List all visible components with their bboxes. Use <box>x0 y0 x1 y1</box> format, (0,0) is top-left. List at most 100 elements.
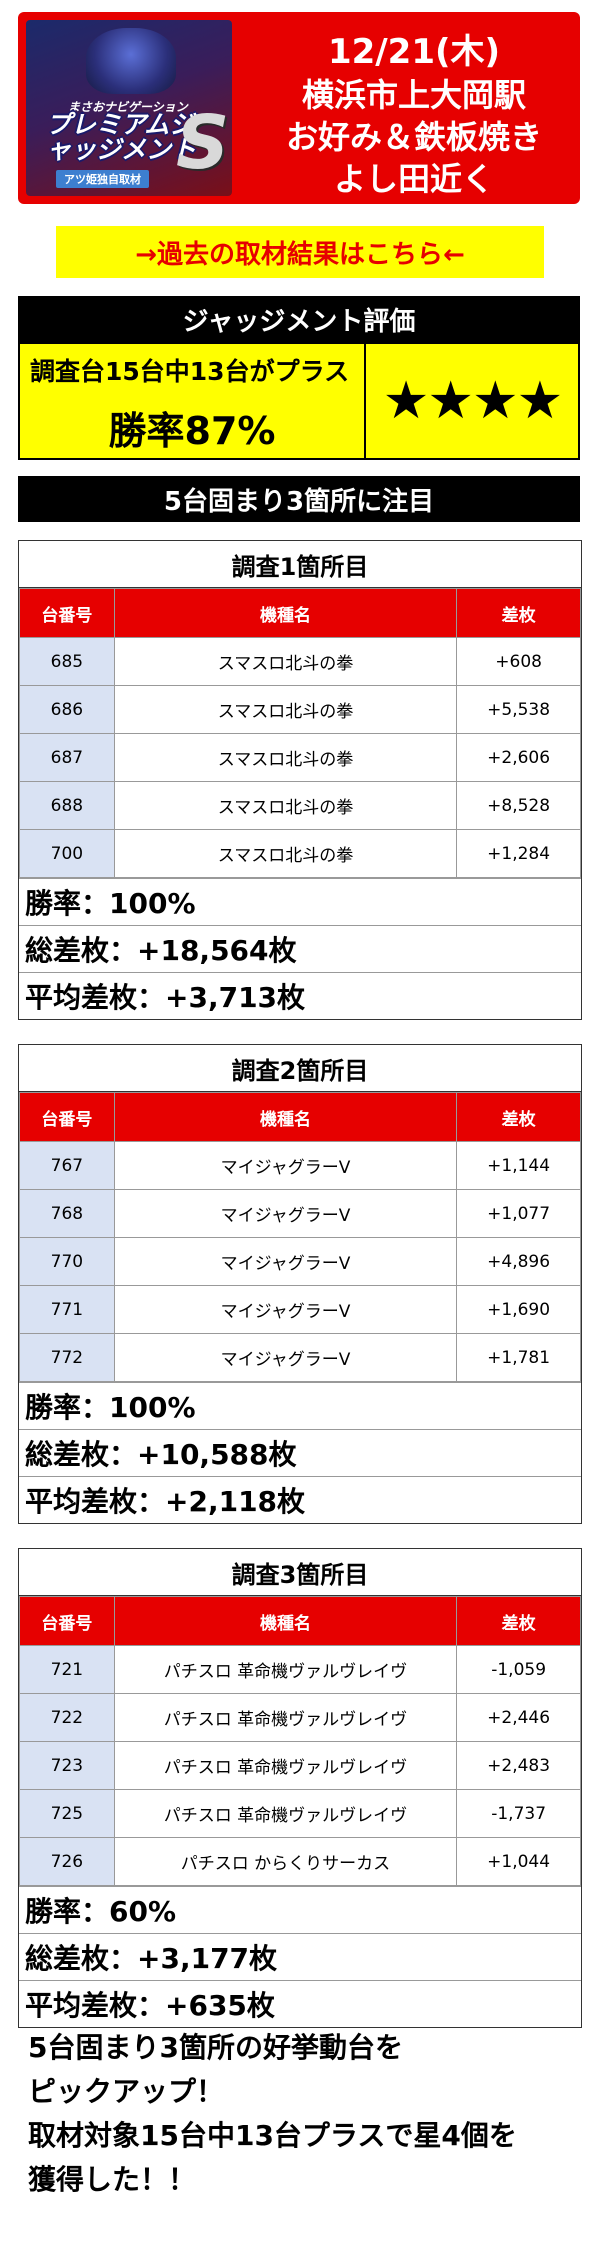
table-row: 722 パチスロ 革命機ヴァルヴレイヴ +2,446 <box>19 1693 581 1742</box>
table-row: 726 パチスロ からくりサーカス +1,044 <box>19 1837 581 1886</box>
machine-model: パチスロ からくりサーカス <box>113 1837 458 1886</box>
table-row: 723 パチスロ 革命機ヴァルヴレイヴ +2,483 <box>19 1741 581 1790</box>
machine-table: 台番号 機種名 差枚 721 パチスロ 革命機ヴァルヴレイヴ -1,059 72… <box>19 1596 581 1886</box>
header-location-line-3: よし田近く <box>333 160 494 198</box>
section-win-rate: 勝率：100% <box>19 1382 581 1429</box>
header-machine-no: 台番号 <box>19 1596 115 1646</box>
machine-no: 723 <box>19 1741 115 1790</box>
table-header-row: 台番号 機種名 差枚 <box>19 1092 581 1142</box>
premium-judgement-logo: まさおナビゲーション プレミアムジャッジメント S アツ姫独自取材 <box>26 20 232 196</box>
focus-title: 5台固まり3箇所に注目 <box>18 476 580 522</box>
machine-no: 725 <box>19 1789 115 1838</box>
table-row: 770 マイジャグラーV +4,896 <box>19 1237 581 1286</box>
judgement-box: 調査台15台中13台がプラス 勝率87% ★★★★ <box>18 342 580 460</box>
section-total-diff: 総差枚：+18,564枚 <box>19 925 581 972</box>
header-model: 機種名 <box>113 1596 458 1646</box>
star-rating-icon: ★★★★ <box>382 371 563 431</box>
machine-no: 767 <box>19 1141 115 1190</box>
section-total-diff: 総差枚：+10,588枚 <box>19 1429 581 1476</box>
machine-no: 688 <box>19 781 115 830</box>
machine-no: 685 <box>19 637 115 686</box>
survey-section-1: 調査1箇所目 台番号 機種名 差枚 685 スマスロ北斗の拳 +608 686 … <box>18 540 582 1020</box>
table-row: 700 スマスロ北斗の拳 +1,284 <box>19 829 581 878</box>
machine-diff: +2,483 <box>456 1741 581 1790</box>
machine-no: 722 <box>19 1693 115 1742</box>
machine-diff: +5,538 <box>456 685 581 734</box>
table-row: 767 マイジャグラーV +1,144 <box>19 1141 581 1190</box>
table-row: 688 スマスロ北斗の拳 +8,528 <box>19 781 581 830</box>
table-row: 725 パチスロ 革命機ヴァルヴレイヴ -1,737 <box>19 1789 581 1838</box>
section-win-rate: 勝率：100% <box>19 878 581 925</box>
judgement-summary-cell: 調査台15台中13台がプラス 勝率87% <box>20 344 366 458</box>
header-location-line-2: お好み＆鉄板焼き <box>285 118 542 156</box>
survey-section-3: 調査3箇所目 台番号 機種名 差枚 721 パチスロ 革命機ヴァルヴレイヴ -1… <box>18 1548 582 2028</box>
machine-diff: +1,690 <box>456 1285 581 1334</box>
table-header-row: 台番号 機種名 差枚 <box>19 1596 581 1646</box>
machine-diff: +1,284 <box>456 829 581 878</box>
machine-no: 687 <box>19 733 115 782</box>
machine-model: スマスロ北斗の拳 <box>113 637 458 686</box>
summary-note-line-4: 獲得した！！ <box>28 2163 197 2196</box>
machine-no: 721 <box>19 1645 115 1694</box>
machine-diff: +1,781 <box>456 1333 581 1382</box>
table-row: 687 スマスロ北斗の拳 +2,606 <box>19 733 581 782</box>
section-average-diff: 平均差枚：+3,713枚 <box>19 972 581 1019</box>
table-row: 686 スマスロ北斗の拳 +5,538 <box>19 685 581 734</box>
machine-model: スマスロ北斗の拳 <box>113 829 458 878</box>
logo-main-text: プレミアムジャッジメント <box>46 110 197 164</box>
summary-note: 5台固まり3箇所の好挙動台を ピックアップ！ 取材対象15台中13台プラスで星4… <box>28 2026 588 2202</box>
logo-top-text: まさおナビゲーション <box>68 100 188 114</box>
header-info: 12/21(木) 横浜市上大岡駅 お好み＆鉄板焼き よし田近く <box>248 30 580 200</box>
machine-no: 768 <box>19 1189 115 1238</box>
machine-model: スマスロ北斗の拳 <box>113 685 458 734</box>
section-average-diff: 平均差枚：+635枚 <box>19 1980 581 2027</box>
section-title: 調査3箇所目 <box>19 1549 581 1596</box>
machine-model: マイジャグラーV <box>113 1333 458 1382</box>
judgement-win-rate: 勝率87% <box>108 409 276 453</box>
machine-diff: +2,446 <box>456 1693 581 1742</box>
table-row: 771 マイジャグラーV +1,690 <box>19 1285 581 1334</box>
mascot-emblem-icon <box>86 28 176 94</box>
machine-diff: +8,528 <box>456 781 581 830</box>
judgement-summary: 調査台15台中13台がプラス <box>30 357 350 386</box>
machine-model: パチスロ 革命機ヴァルヴレイヴ <box>113 1645 458 1694</box>
machine-diff: +1,044 <box>456 1837 581 1886</box>
header-banner: まさおナビゲーション プレミアムジャッジメント S アツ姫独自取材 12/21(… <box>18 12 580 204</box>
section-title: 調査1箇所目 <box>19 541 581 588</box>
machine-no: 771 <box>19 1285 115 1334</box>
machine-model: パチスロ 革命機ヴァルヴレイヴ <box>113 1741 458 1790</box>
header-model: 機種名 <box>113 1092 458 1142</box>
survey-section-2: 調査2箇所目 台番号 機種名 差枚 767 マイジャグラーV +1,144 76… <box>18 1044 582 1524</box>
machine-diff: -1,737 <box>456 1789 581 1838</box>
machine-no: 770 <box>19 1237 115 1286</box>
machine-table: 台番号 機種名 差枚 767 マイジャグラーV +1,144 768 マイジャグ… <box>19 1092 581 1382</box>
machine-no: 772 <box>19 1333 115 1382</box>
table-row: 721 パチスロ 革命機ヴァルヴレイヴ -1,059 <box>19 1645 581 1694</box>
table-row: 685 スマスロ北斗の拳 +608 <box>19 637 581 686</box>
machine-no: 700 <box>19 829 115 878</box>
machine-model: スマスロ北斗の拳 <box>113 733 458 782</box>
table-header-row: 台番号 機種名 差枚 <box>19 588 581 638</box>
machine-diff: +608 <box>456 637 581 686</box>
past-results-link[interactable]: →過去の取材結果はこちら← <box>56 226 544 278</box>
section-total-diff: 総差枚：+3,177枚 <box>19 1933 581 1980</box>
machine-model: マイジャグラーV <box>113 1189 458 1238</box>
section-average-diff: 平均差枚：+2,118枚 <box>19 1476 581 1523</box>
section-title: 調査2箇所目 <box>19 1045 581 1092</box>
header-date: 12/21(木) <box>327 32 501 72</box>
machine-model: パチスロ 革命機ヴァルヴレイヴ <box>113 1693 458 1742</box>
header-machine-no: 台番号 <box>19 1092 115 1142</box>
summary-note-line-3: 取材対象15台中13台プラスで星4個を <box>28 2119 517 2152</box>
machine-diff: +4,896 <box>456 1237 581 1286</box>
header-diff: 差枚 <box>456 588 581 638</box>
header-model: 機種名 <box>113 588 458 638</box>
machine-no: 726 <box>19 1837 115 1886</box>
header-location-line-1: 横浜市上大岡駅 <box>301 76 526 114</box>
summary-note-line-2: ピックアップ！ <box>28 2075 225 2108</box>
machine-model: スマスロ北斗の拳 <box>113 781 458 830</box>
machine-model: パチスロ 革命機ヴァルヴレイヴ <box>113 1789 458 1838</box>
machine-model: マイジャグラーV <box>113 1237 458 1286</box>
table-row: 772 マイジャグラーV +1,781 <box>19 1333 581 1382</box>
summary-note-line-1: 5台固まり3箇所の好挙動台を <box>28 2031 403 2064</box>
section-win-rate: 勝率：60% <box>19 1886 581 1933</box>
